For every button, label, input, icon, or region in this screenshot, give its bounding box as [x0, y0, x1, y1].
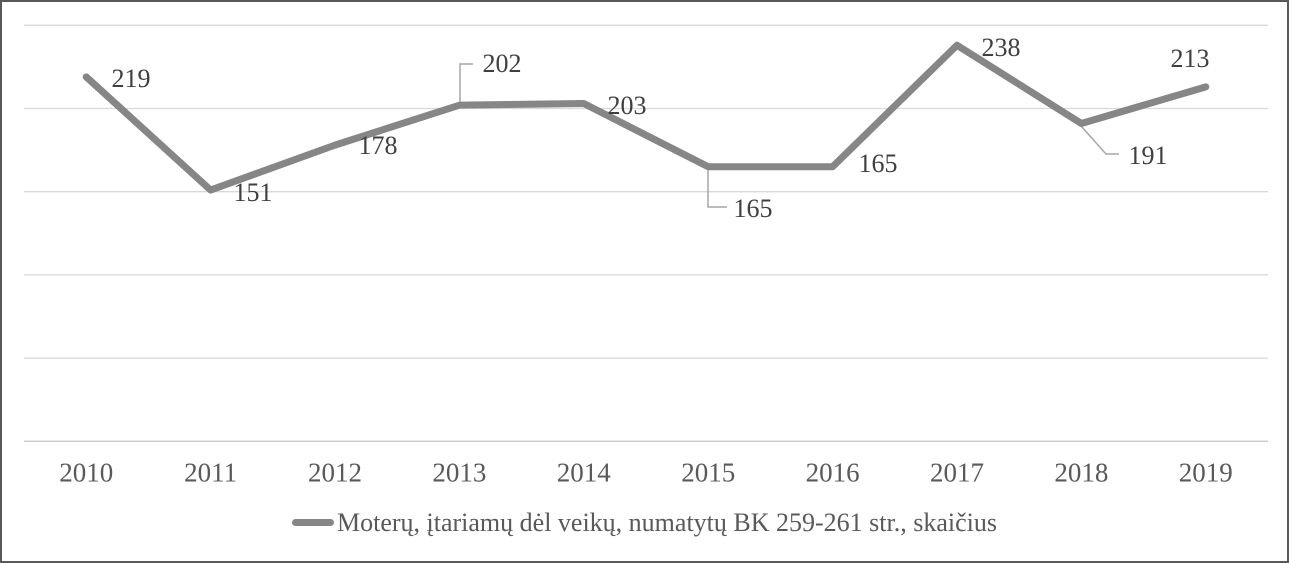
gridlines: [24, 24, 1268, 442]
data-label: 178: [358, 131, 398, 160]
x-axis-tick-label: 2017: [930, 457, 984, 488]
x-axis-tick-label: 2015: [681, 457, 736, 488]
x-axis-tick-label: 2010: [59, 457, 114, 488]
data-label: 238: [981, 33, 1021, 62]
data-label: 202: [482, 49, 522, 78]
x-axis-tick-label: 2019: [1178, 457, 1233, 488]
data-label: 165: [733, 194, 773, 223]
label-leader-line: [459, 63, 473, 102]
legend-label: Moterų, įtariamų dėl veikų, numatytų BK …: [336, 508, 998, 537]
x-axis-tick-label: 2016: [805, 457, 860, 488]
data-label: 191: [1128, 141, 1168, 170]
data-label: 151: [233, 178, 273, 207]
x-axis-tick-label: 2012: [308, 457, 362, 488]
legend: Moterų, įtariamų dėl veikų, numatytų BK …: [2, 507, 1287, 538]
leader-lines: [459, 63, 1119, 208]
series-polyline: [82, 41, 1210, 194]
x-axis-tick-label: 2013: [432, 457, 487, 488]
label-leader-line: [707, 170, 727, 208]
x-axis-tick-label: 2018: [1054, 457, 1109, 488]
data-label: 213: [1170, 44, 1210, 73]
data-label: 165: [858, 149, 898, 178]
data-label: 219: [111, 64, 151, 93]
legend-line-sample-icon: [291, 519, 334, 527]
x-axis-tick-label: 2011: [184, 457, 238, 488]
label-leader-line: [1080, 125, 1119, 155]
data-series-line: [82, 41, 1210, 194]
data-label: 203: [607, 91, 647, 120]
x-axis-tick-label: 2014: [556, 457, 611, 488]
